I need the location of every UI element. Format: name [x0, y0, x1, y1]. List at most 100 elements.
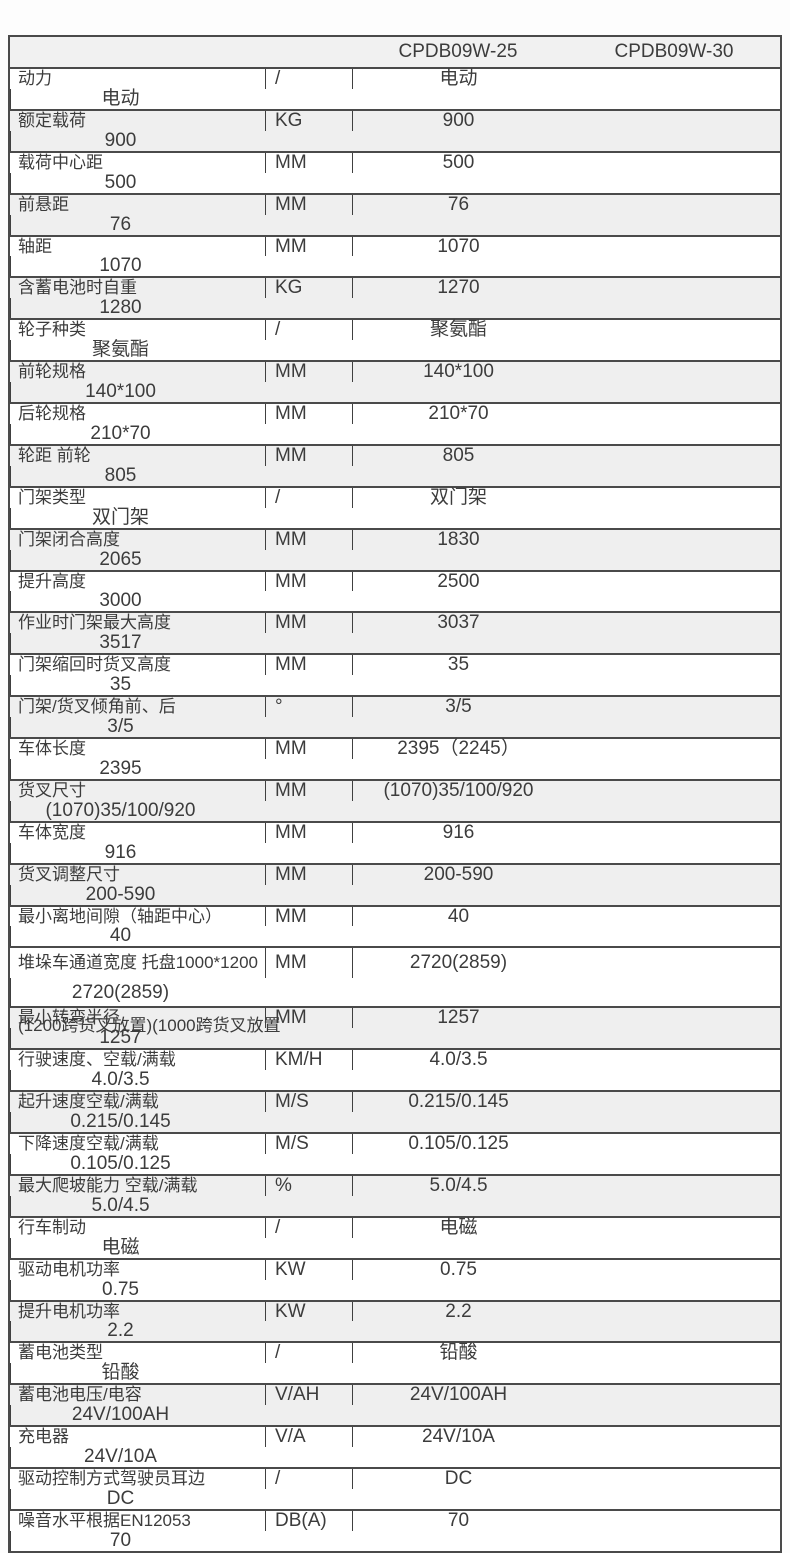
- spec-value-cell-model1: (1070)35/100/920: [352, 780, 564, 801]
- spec-label-cell: 蓄电池类型: [18, 1343, 103, 1363]
- spec-value-cell-model2: 500: [10, 172, 230, 193]
- spec-unit-cell: /: [265, 320, 352, 341]
- table-row: 行车制动 / 电磁 电磁: [10, 1215, 780, 1258]
- table-row: 轴距 MM 1070 1070: [10, 234, 780, 277]
- spec-label-cell: 门架缩回时货叉高度: [18, 655, 171, 675]
- table-row: 提升高度 MM 2500 3000: [10, 569, 780, 612]
- spec-unit-cell: %: [265, 1175, 352, 1196]
- table-row: 车体长度 MM 2395（2245） 2395: [10, 737, 780, 779]
- spec-label-cell: 充电器: [18, 1427, 69, 1447]
- spec-value-cell-model1: 200-590: [352, 864, 564, 885]
- spec-unit-cell: MM: [265, 236, 352, 257]
- spec-value-cell-model1: 5.0/4.5: [352, 1175, 564, 1196]
- spec-value-cell-model1: 2500: [352, 571, 564, 592]
- spec-value-cell-model1: 140*100: [352, 362, 564, 383]
- spec-unit-cell: MM: [265, 864, 352, 885]
- spec-unit-cell: KM/H: [265, 1050, 352, 1071]
- spec-value-cell-model1: 76: [352, 194, 564, 215]
- spec-value-cell-model2: 2.2: [10, 1321, 230, 1342]
- spec-value-cell-model2: 0.105/0.125: [10, 1153, 230, 1174]
- spec-label-cell: 最大爬坡能力 空载/满载: [18, 1175, 198, 1195]
- spec-label-cell: 起升速度空载/满载: [18, 1092, 159, 1112]
- spec-value-cell-model1: 0.75: [352, 1259, 564, 1280]
- spec-unit-cell: KW: [265, 1259, 352, 1280]
- spec-value-cell-model2: 76: [10, 214, 230, 235]
- spec-value-cell-model1: 805: [352, 445, 564, 466]
- spec-value-cell-model2: 4.0/3.5: [10, 1070, 230, 1091]
- spec-unit-cell: DB(A): [265, 1510, 352, 1531]
- spec-value-cell-model2: 916: [10, 842, 230, 863]
- spec-value-cell-model2: 5.0/4.5: [10, 1195, 230, 1216]
- spec-label-cell: 最小转弯半径: [18, 1008, 120, 1028]
- spec-label-cell: 提升高度: [18, 571, 86, 591]
- spec-value-cell-model2: 3/5: [10, 717, 230, 737]
- spec-value-cell-model1: 电动: [352, 69, 564, 89]
- spec-label-cell: 门架闭合高度: [18, 529, 120, 549]
- spec-unit-cell: KG: [265, 278, 352, 299]
- spec-value-cell-model2: 电动: [10, 88, 230, 109]
- spec-unit-cell: MM: [265, 1008, 352, 1029]
- spec-value-cell-model1: 1270: [352, 278, 564, 299]
- table-row: 最小离地间隙（轴距中心） MM 40 40: [10, 904, 780, 947]
- table-row: 充电器 V/A 24V/10A 24V/10A: [10, 1425, 780, 1467]
- spec-value-cell-model1: 2.2: [352, 1301, 564, 1322]
- spec-label-cell: 行驶速度、空载/满载: [18, 1050, 176, 1070]
- spec-unit-cell: MM: [265, 822, 352, 843]
- table-row: 提升电机功率 KW 2.2 2.2: [10, 1299, 780, 1342]
- spec-value-cell-model1: 2395（2245）: [352, 739, 564, 759]
- spec-value-cell-model1: 500: [352, 152, 564, 173]
- spec-value-cell-model1: 40: [352, 906, 564, 927]
- table-row: 门架类型 / 双门架 双门架: [10, 485, 780, 528]
- spec-unit-cell: /: [265, 69, 352, 89]
- table-row: 堆垛车通道宽度 托盘1000*1200 MM 2720(2859) 2720(2859…: [10, 946, 780, 1035]
- spec-label-cell: 货叉调整尺寸: [18, 864, 120, 884]
- table-row: 起升速度空载/满载 M/S 0.215/0.145 0.215/0.145: [10, 1090, 780, 1132]
- spec-label-cell: 车体宽度: [18, 822, 86, 842]
- spec-label-cell: 额定载荷: [18, 110, 86, 130]
- spec-value-cell-model1: 0.105/0.125: [352, 1134, 564, 1154]
- forklift-spec-table: CPDB09W-25 CPDB09W-30 动力 / 电动 电动 额定载荷 KG 900 90…: [8, 35, 782, 1553]
- spec-unit-cell: MM: [265, 780, 352, 801]
- spec-value-cell-model2: 0.215/0.145: [10, 1112, 230, 1132]
- spec-unit-cell: M/S: [265, 1134, 352, 1154]
- spec-unit-cell: MM: [265, 739, 352, 759]
- spec-label-cell: 动力: [18, 69, 52, 89]
- spec-label-cell: 门架类型: [18, 487, 86, 507]
- spec-unit-cell: /: [265, 1469, 352, 1489]
- table-row: 门架/货叉倾角前、后 ° 3/5 3/5: [10, 695, 780, 737]
- spec-value-cell-model1: 4.0/3.5: [352, 1050, 564, 1071]
- table-row: 蓄电池类型 / 铅酸 铅酸: [10, 1341, 780, 1384]
- table-row: 货叉调整尺寸 MM 200-590 200-590: [10, 862, 780, 905]
- spec-label-cell: 轴距: [18, 236, 52, 256]
- spec-value-cell-model1: 1070: [352, 236, 564, 257]
- spec-label-cell: 驱动电机功率: [18, 1259, 120, 1279]
- spec-label-cell: 堆垛车通道宽度 托盘1000*1200: [18, 953, 258, 973]
- spec-label-cell: 载荷中心距: [18, 152, 103, 172]
- spec-unit-cell: KW: [265, 1301, 352, 1322]
- spec-label-cell: 门架/货叉倾角前、后: [18, 697, 176, 717]
- table-row: 最大爬坡能力 空载/满载% 5.0/4.5 5.0/4.5: [10, 1173, 780, 1216]
- spec-value-cell-model1: 聚氨酯: [352, 320, 564, 341]
- spec-unit-cell: MM: [265, 613, 352, 634]
- spec-value-cell-model2: 2065: [10, 549, 230, 570]
- table-row: 动力 / 电动 电动: [10, 67, 780, 109]
- spec-value-cell-model2: (1070)35/100/920: [10, 800, 230, 821]
- spec-value-cell-model2: 24V/100AH: [10, 1405, 230, 1426]
- spec-value-cell-model2: 210*70: [10, 423, 230, 444]
- spec-unit-cell: MM: [265, 362, 352, 383]
- table-header-row: CPDB09W-25 CPDB09W-30: [10, 37, 780, 67]
- spec-label-cell: 后轮规格: [18, 404, 86, 424]
- table-row: 蓄电池电压/电容 V/AH 24V/100AH 24V/100AH: [10, 1383, 780, 1426]
- spec-unit-cell: /: [265, 487, 352, 508]
- spec-label-cell: 蓄电池电压/电容: [18, 1385, 142, 1405]
- spec-value-cell-model2: 35: [10, 675, 230, 696]
- spec-unit-cell: /: [265, 1343, 352, 1364]
- spec-label-cell: 驱动控制方式驾驶员耳边: [18, 1469, 205, 1489]
- spec-label-cell: 含蓄电池时自重: [18, 278, 137, 298]
- model-name-column-1: CPDB09W-25: [398, 41, 518, 62]
- spec-label-cell: 噪音水平根据EN12053: [18, 1510, 191, 1530]
- spec-value-cell-model2: 140*100: [10, 382, 230, 402]
- spec-value-cell-model2: 电磁: [10, 1237, 230, 1258]
- table-row: 含蓄电池时自重 KG 1270 1280: [10, 276, 780, 319]
- spec-value-cell-model2: 70: [10, 1530, 230, 1551]
